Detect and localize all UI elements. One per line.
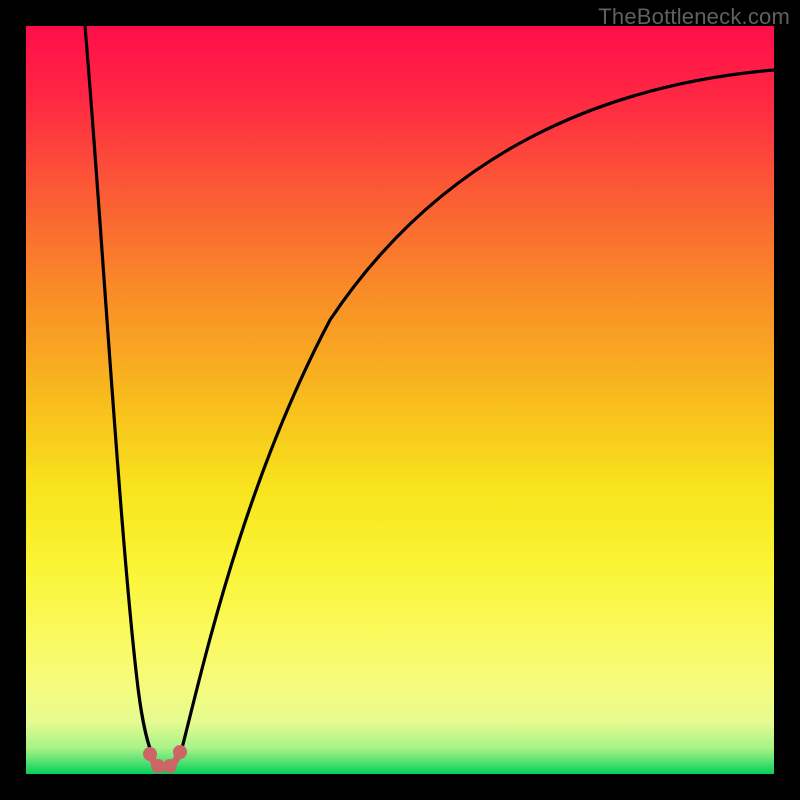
- dip-node: [143, 747, 157, 761]
- dip-node: [151, 759, 165, 773]
- bottleneck-chart: [0, 0, 800, 800]
- watermark-text: TheBottleneck.com: [598, 4, 790, 30]
- dip-node: [173, 745, 187, 759]
- gradient-background: [26, 26, 774, 774]
- chart-container: TheBottleneck.com: [0, 0, 800, 800]
- dip-node: [163, 759, 177, 773]
